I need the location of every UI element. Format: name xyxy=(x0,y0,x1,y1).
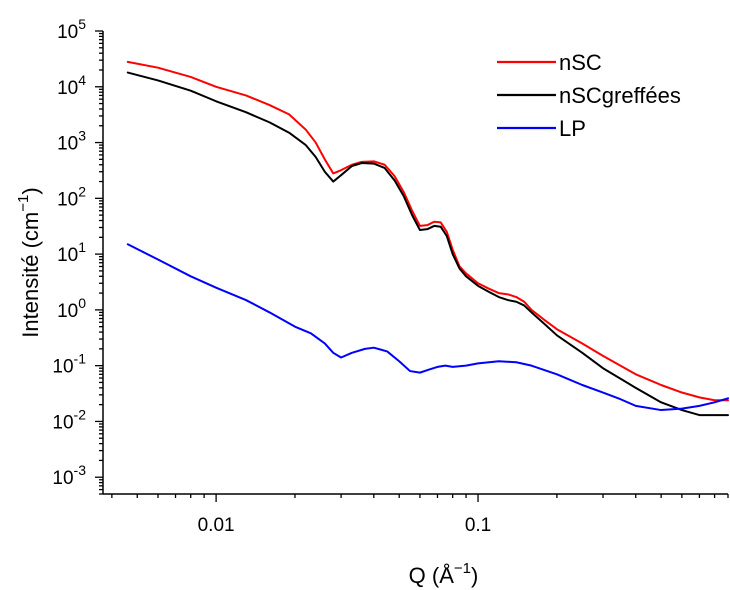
y-tick-label: 101 xyxy=(57,239,86,266)
legend-label-lp: LP xyxy=(559,116,586,141)
y-tick-label: 104 xyxy=(57,72,86,99)
y-tick-label: 10-1 xyxy=(52,351,86,378)
series-layer xyxy=(126,60,729,417)
y-tick-label: 10-3 xyxy=(52,462,86,489)
series-line-lp xyxy=(126,243,729,412)
y-tick-label: 103 xyxy=(57,128,86,155)
x-tick-label: 0.01 xyxy=(198,515,235,536)
axes-layer xyxy=(95,30,729,502)
y-axis-title: Intensité (cm−1) xyxy=(15,187,43,337)
y-tick-label: 102 xyxy=(57,183,86,210)
x-axis-title: Q (Å−1) xyxy=(409,560,479,588)
labels-layer: 10-3 10-2 10-1 100 101 102 103 104 105 0.01 0.1 Q (… xyxy=(15,16,491,588)
x-tick-label: 0.1 xyxy=(465,515,491,536)
series-line-nsc xyxy=(126,60,729,402)
y-tick-label: 10-2 xyxy=(52,406,86,433)
legend: nSC nSCgreffées LP xyxy=(497,50,681,141)
y-tick-label: 105 xyxy=(57,16,86,43)
legend-label-nscgreff-es: nSCgreffées xyxy=(559,83,681,108)
y-tick-label: 100 xyxy=(57,295,86,322)
series-line-nscgreff-es xyxy=(126,71,729,417)
legend-label-nsc: nSC xyxy=(559,50,602,75)
